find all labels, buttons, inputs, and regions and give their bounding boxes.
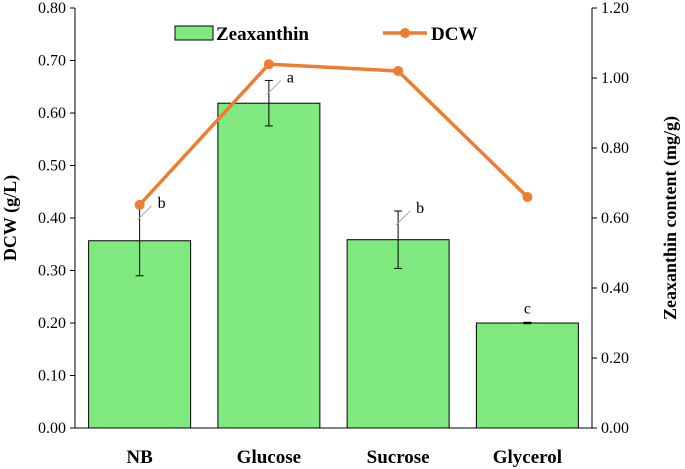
legend-dcw-label: DCW: [431, 24, 477, 45]
x-axis-label-glycerol: Glycerol: [493, 447, 562, 468]
bar-glucose: [217, 102, 321, 429]
x-axis-label-glucose: Glucose: [237, 447, 301, 468]
right-axis-tick-label: 0.60: [601, 210, 629, 227]
dcw-point-glycerol: [522, 192, 533, 202]
significance-label: b: [416, 200, 424, 217]
right-axis-tick-label: 1.20: [601, 0, 629, 17]
significance-leader: [137, 205, 152, 221]
significance-label: a: [287, 69, 294, 86]
significance-leader: [395, 210, 411, 226]
right-axis-tick-label: 0.80: [601, 140, 629, 157]
right-axis-tick-label: 1.00: [601, 70, 629, 87]
right-axis-tick-label: 0.00: [601, 420, 629, 437]
legend-dcw-marker: [400, 28, 410, 38]
right-axis-tick-label: 0.20: [601, 350, 629, 367]
legend-zeaxanthin-label: Zeaxanthin: [216, 24, 309, 45]
x-axis-label-sucrose: Sucrose: [367, 447, 430, 468]
left-axis-tick-label: 0.40: [38, 210, 66, 227]
dcw-point-sucrose: [393, 66, 404, 76]
dcw-line: [138, 62, 529, 207]
x-axis-label-nb: NB: [126, 447, 153, 468]
left-axis-tick-label: 0.80: [38, 0, 66, 17]
dcw-point-nb: [134, 199, 145, 210]
significance-leader: [266, 80, 282, 95]
right-axis-tick-label: 0.40: [601, 280, 629, 297]
dcw-point-glucose: [263, 59, 274, 70]
significance-label: c: [524, 300, 531, 317]
legend-zeaxanthin-swatch: [174, 25, 214, 41]
left-axis-tick-label: 0.60: [38, 105, 66, 122]
left-axis-title: DCW (g/L): [0, 175, 21, 261]
left-axis-tick-label: 0.30: [38, 263, 66, 280]
left-axis-tick-label: 0.10: [38, 368, 66, 385]
bar-glycerol: [475, 322, 579, 429]
left-axis-tick-label: 0.70: [38, 53, 66, 70]
left-axis-tick-label: 0.00: [38, 420, 66, 437]
left-axis-tick-label: 0.20: [38, 315, 66, 332]
significance-label: b: [158, 195, 166, 212]
left-axis-tick-label: 0.50: [38, 158, 66, 175]
right-axis-title: Zeaxanthin content (mg/g): [660, 116, 681, 320]
